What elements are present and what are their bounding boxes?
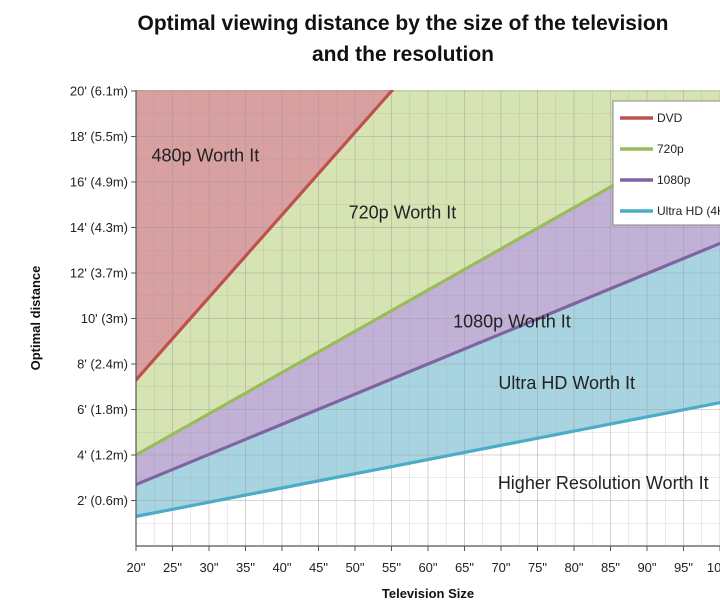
region-labels: 480p Worth It 720p Worth It 1080p Worth It… — [151, 146, 708, 494]
y-tick-label: 8' (2.4m) — [77, 357, 128, 372]
region-label: 480p Worth It — [151, 146, 259, 166]
region-label: Ultra HD Worth It — [498, 373, 635, 393]
region-label: 1080p Worth It — [453, 312, 571, 332]
x-tick-label: 45" — [309, 560, 328, 575]
y-tick-label: 14' (4.3m) — [70, 220, 128, 235]
x-tick-label: 60" — [418, 560, 437, 575]
y-tick-label: 2' (0.6m) — [77, 493, 128, 508]
x-tick-label: 95" — [674, 560, 693, 575]
series-line-1080p — [136, 241, 720, 487]
x-axis-label: Television Size — [382, 586, 474, 601]
legend-entry: DVD — [657, 111, 683, 125]
y-tick-label: 12' (3.7m) — [70, 266, 128, 281]
legend-entry: 1080p — [657, 173, 691, 187]
x-tick-label: 25" — [163, 560, 182, 575]
axes — [131, 90, 720, 551]
x-tick-label: 20" — [126, 560, 145, 575]
x-tick-label: 90" — [637, 560, 656, 575]
legend-box — [612, 100, 720, 226]
tick-labels: 20" 25" 30" 35" 40" 45" 50" 55" 60" 65" 70" 75" 80" 8… — [70, 84, 720, 576]
y-tick-label: 20' (6.1m) — [70, 84, 128, 99]
region-label: 720p Worth It — [349, 202, 457, 222]
series-line-ultra-hd-4k- — [136, 401, 720, 519]
chart-title: Optimal viewing distance by the size of … — [0, 8, 720, 70]
x-tick-label: 55" — [382, 560, 401, 575]
legend: DVD 720p 1080p Ultra HD (4K) — [612, 100, 720, 226]
legend-entry: 720p — [657, 142, 684, 156]
x-tick-label: 75" — [528, 560, 547, 575]
region-label: Higher Resolution Worth It — [498, 473, 709, 493]
y-tick-label: 18' (5.5m) — [70, 129, 128, 144]
x-tick-label: 35" — [236, 560, 255, 575]
x-tick-label: 50" — [345, 560, 364, 575]
x-tick-label: 30" — [199, 560, 218, 575]
legend-entry: Ultra HD (4K) — [657, 204, 720, 218]
x-tick-label: 65" — [455, 560, 474, 575]
x-tick-label: 40" — [272, 560, 291, 575]
y-tick-label: 16' (4.9m) — [70, 175, 128, 190]
y-axis-label: Optimal distance — [28, 266, 43, 371]
x-tick-label: 85" — [601, 560, 620, 575]
grid — [136, 90, 720, 546]
y-tick-label: 10' (3m) — [81, 311, 128, 326]
x-tick-label: 80" — [564, 560, 583, 575]
y-tick-label: 4' (1.2m) — [77, 448, 128, 463]
y-tick-label: 6' (1.8m) — [77, 402, 128, 417]
x-tick-label: 100" — [707, 560, 720, 575]
x-tick-label: 70" — [491, 560, 510, 575]
chart-title-line-1: Optimal viewing distance by the size of … — [137, 12, 669, 35]
series-line-dvd — [136, 90, 395, 382]
chart-title-line-2: and the resolution — [311, 43, 494, 66]
